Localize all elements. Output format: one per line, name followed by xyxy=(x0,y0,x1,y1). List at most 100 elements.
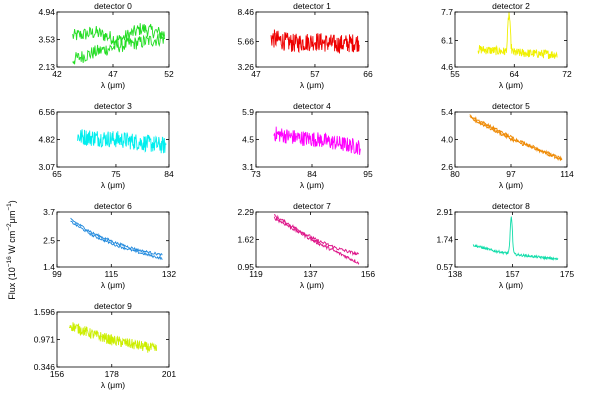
panel-title: detector 4 xyxy=(293,101,331,111)
y-tick-label: 0.57 xyxy=(436,262,453,272)
detector-panel-6: detector 6 99 115 132 1.4 2.5 3.7 λ (μm) xyxy=(43,201,176,290)
spectrum-line-0 xyxy=(273,213,359,256)
ylabel-mid: W cm xyxy=(7,231,17,257)
plot-frame xyxy=(255,11,369,68)
x-tick-label: 65 xyxy=(52,169,62,179)
y-tick-label: 0.346 xyxy=(34,362,56,372)
y-tick-label: 4.94 xyxy=(38,7,55,17)
x-tick-label: 84 xyxy=(307,169,317,179)
y-tick-label: 4.0 xyxy=(441,135,453,145)
y-tick-label: 3.07 xyxy=(38,162,55,172)
x-tick-label: 55 xyxy=(450,69,460,79)
x-axis-label: λ (μm) xyxy=(101,380,125,390)
panel-title: detector 7 xyxy=(293,201,331,211)
spectrum-line-1 xyxy=(273,216,360,266)
detector-panel-2: detector 2 55 64 72 4.6 6.1 7.7 λ (μm) xyxy=(441,1,572,90)
y-tick-label: 3.26 xyxy=(237,62,254,72)
x-axis-label: λ (μm) xyxy=(300,280,324,290)
y-tick-label: 2.91 xyxy=(436,207,453,217)
y-tick-label: 4.5 xyxy=(242,135,254,145)
x-axis-label: λ (μm) xyxy=(101,280,125,290)
y-tick-label: 2.6 xyxy=(441,162,453,172)
y-tick-label: 1.62 xyxy=(237,235,254,245)
x-tick-label: 66 xyxy=(363,69,373,79)
y-tick-label: 3.53 xyxy=(38,35,55,45)
panel-title: detector 2 xyxy=(492,1,530,11)
spectrum-line-0 xyxy=(68,322,158,353)
x-tick-label: 84 xyxy=(164,169,174,179)
spectrum-line-1 xyxy=(72,33,165,65)
y-tick-label: 6.56 xyxy=(38,107,55,117)
x-tick-label: 72 xyxy=(562,69,572,79)
x-axis-label: λ (μm) xyxy=(499,280,523,290)
plot-frame xyxy=(454,11,568,68)
y-tick-label: 5.9 xyxy=(242,107,254,117)
ylabel-lead: Flux (10 xyxy=(7,267,17,300)
x-tick-label: 47 xyxy=(108,69,118,79)
x-tick-label: 156 xyxy=(50,369,64,379)
x-tick-label: 64 xyxy=(510,69,520,79)
panel-title: detector 6 xyxy=(94,201,132,211)
y-tick-label: 1.4 xyxy=(43,262,55,272)
spectrum-line-1 xyxy=(70,220,163,261)
panel-title: detector 8 xyxy=(492,201,530,211)
detector-panel-8: detector 8 138 157 175 0.57 1.74 2.91 λ (μm) xyxy=(436,201,574,290)
panel-title: detector 9 xyxy=(94,301,132,311)
y-tick-label: 1.596 xyxy=(34,307,56,317)
y-tick-label: 3.1 xyxy=(242,162,254,172)
detector-panel-9: detector 9 156 178 201 0.346 0.971 1.596 λ (μm) xyxy=(34,301,177,390)
panel-title: detector 5 xyxy=(492,101,530,111)
x-tick-label: 47 xyxy=(251,69,261,79)
x-axis-label: λ (μm) xyxy=(499,180,523,190)
y-tick-label: 8.46 xyxy=(237,7,254,17)
y-tick-label: 4.82 xyxy=(38,134,55,144)
x-tick-label: 157 xyxy=(505,269,519,279)
y-tick-label: 3.7 xyxy=(43,207,55,217)
y-tick-label: 2.29 xyxy=(237,207,254,217)
spectrum-line-0 xyxy=(77,129,167,154)
detector-panel-4: detector 4 73 84 95 3.1 4.5 5.9 λ (μm) xyxy=(242,101,373,190)
x-tick-label: 80 xyxy=(450,169,460,179)
spectrum-line-0 xyxy=(270,29,360,54)
spectrum-line-0 xyxy=(469,114,563,162)
x-tick-label: 42 xyxy=(52,69,62,79)
x-tick-label: 114 xyxy=(560,169,574,179)
detector-panels: detector 042 47 522.133.534.94λ (μm)detect… xyxy=(34,1,575,390)
y-tick-label: 2.13 xyxy=(38,62,55,72)
detector-panel-0: detector 0 42 47 52 2.13 3.53 4.94 λ (μm) xyxy=(38,1,174,90)
ylabel-mid2: μm xyxy=(7,211,17,224)
x-tick-label: 132 xyxy=(162,269,176,279)
panel-title: detector 3 xyxy=(94,101,132,111)
x-tick-label: 119 xyxy=(249,269,263,279)
x-tick-label: 57 xyxy=(310,69,320,79)
x-tick-label: 137 xyxy=(303,269,317,279)
ylabel-exp3: −1 xyxy=(6,203,13,211)
x-tick-label: 138 xyxy=(448,269,462,279)
x-axis-label: λ (μm) xyxy=(300,180,324,190)
spectrum-line-0 xyxy=(273,126,361,155)
y-tick-label: 0.971 xyxy=(34,335,56,345)
x-tick-label: 175 xyxy=(560,269,574,279)
x-tick-label: 201 xyxy=(162,369,176,379)
x-axis-label: λ (μm) xyxy=(300,80,324,90)
x-axis-label: λ (μm) xyxy=(101,180,125,190)
detector-panel-7: detector 7 119 137 156 0.95 1.62 2.29 λ (μm) xyxy=(237,201,375,290)
spectrum-line-0 xyxy=(70,217,163,258)
y-tick-label: 4.6 xyxy=(441,62,453,72)
x-tick-label: 95 xyxy=(363,169,373,179)
x-tick-label: 178 xyxy=(105,369,119,379)
x-tick-label: 99 xyxy=(52,269,62,279)
x-axis-label: λ (μm) xyxy=(101,80,125,90)
detector-panel-1: detector 1 47 57 66 3.26 5.66 8.46 λ (μm) xyxy=(237,1,373,90)
plot-frame xyxy=(56,211,170,268)
spectrum-line-0 xyxy=(72,23,165,46)
detector-panel-3: detector 3 65 75 84 3.07 4.82 6.56 λ (μm) xyxy=(38,101,174,190)
x-axis-label: λ (μm) xyxy=(499,80,523,90)
y-tick-label: 6.1 xyxy=(441,35,453,45)
y-axis-label: Flux (10−16 W cm−2μm−1) xyxy=(6,200,17,300)
ylabel-exp1: −16 xyxy=(6,256,13,267)
panel-title: detector 1 xyxy=(293,1,331,11)
y-tick-label: 5.66 xyxy=(237,37,254,47)
x-tick-label: 115 xyxy=(105,269,119,279)
